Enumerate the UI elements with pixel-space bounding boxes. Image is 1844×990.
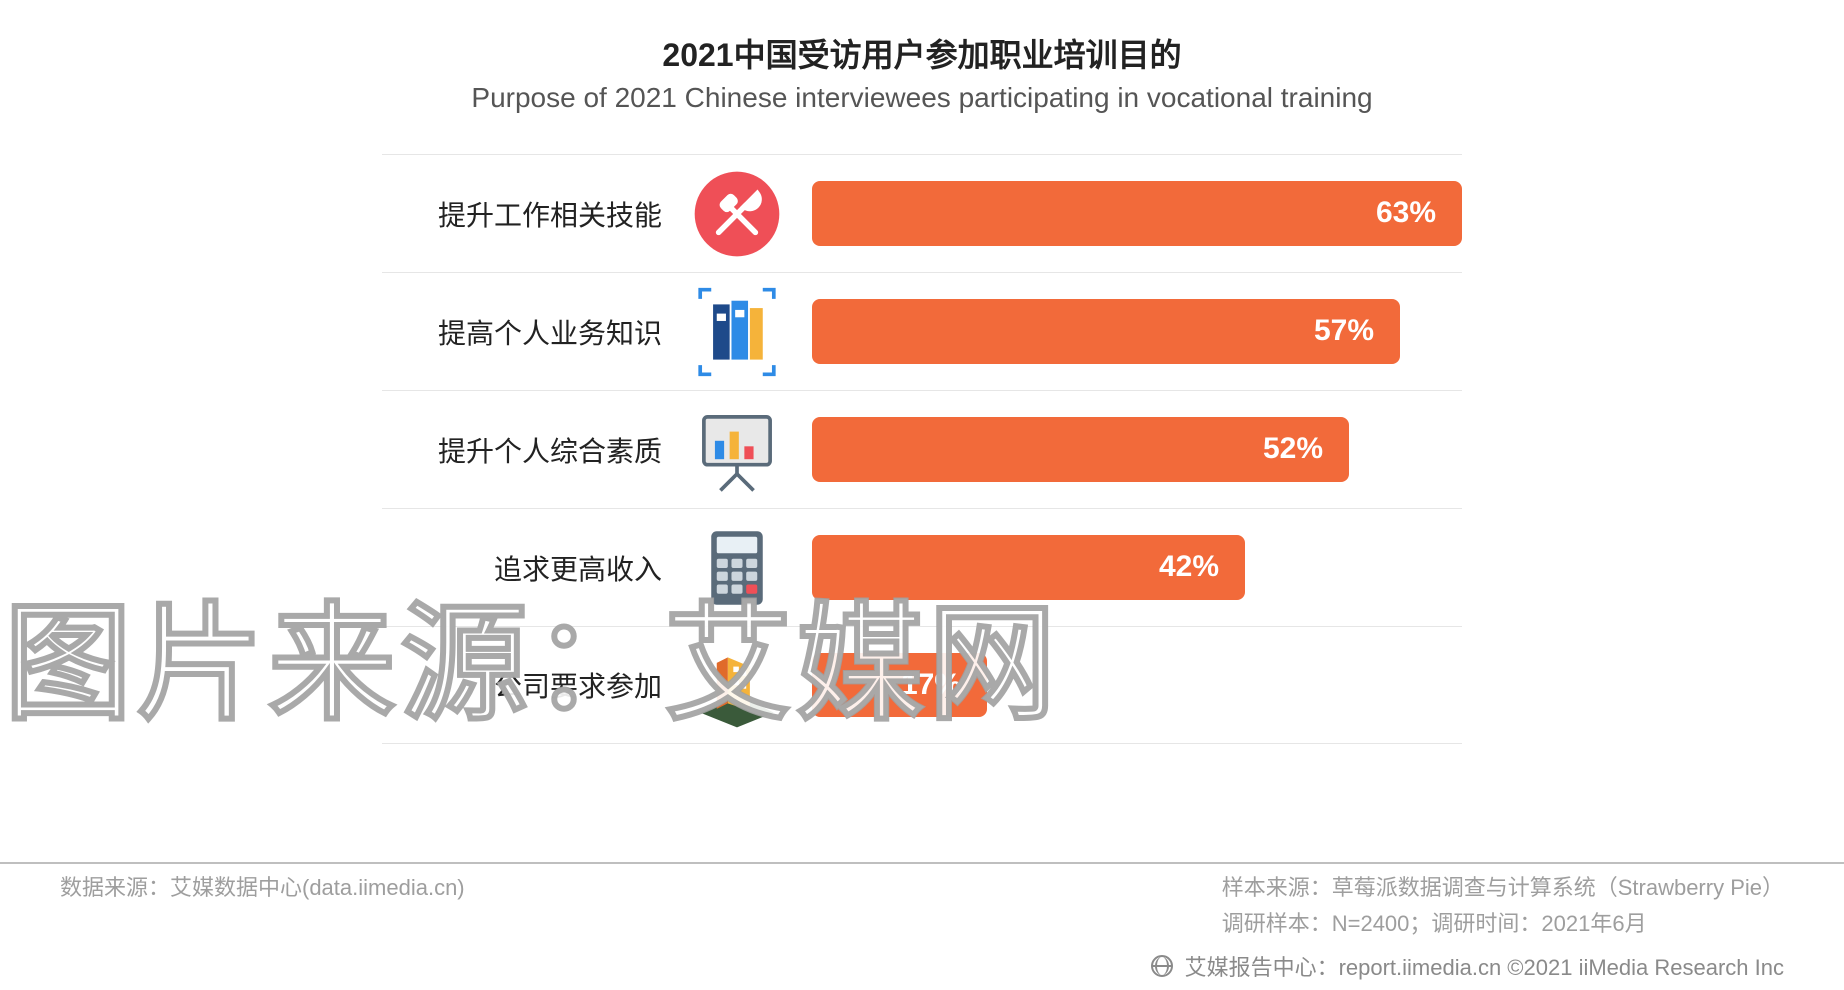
data-source-left: 数据来源：艾媒数据中心(data.iimedia.cn) — [60, 870, 465, 902]
row-label: 追求更高收入 — [382, 548, 682, 588]
chart-row: 提升工作相关技能 63% — [382, 154, 1462, 272]
bar-track: 63% — [792, 155, 1462, 272]
books-icon — [682, 273, 792, 390]
chart-row: 提升个人综合素质 52% — [382, 390, 1462, 508]
chart-row: 公司要求参加 17% — [382, 626, 1462, 744]
bar: 57% — [812, 299, 1400, 365]
bar: 63% — [812, 181, 1462, 247]
tools-icon — [682, 155, 792, 272]
chart-row: 追求更高收入 42% — [382, 508, 1462, 626]
bar-value: 63% — [1376, 196, 1436, 230]
bar-value: 57% — [1314, 314, 1374, 348]
title-chinese: 2021中国受访用户参加职业培训目的 — [0, 30, 1844, 76]
bar: 52% — [812, 417, 1349, 483]
bar-track: 57% — [792, 273, 1462, 390]
row-label: 提高个人业务知识 — [382, 312, 682, 352]
bar-value: 52% — [1263, 432, 1323, 466]
chart-row: 提高个人业务知识 57% — [382, 272, 1462, 390]
row-label: 提升工作相关技能 — [382, 194, 682, 234]
presentation-icon — [682, 391, 792, 508]
bar-track: 52% — [792, 391, 1462, 508]
bar-value: 42% — [1159, 550, 1219, 584]
footer: 数据来源：艾媒数据中心(data.iimedia.cn) 样本来源：草莓派数据调… — [0, 862, 1844, 942]
row-label: 提升个人综合素质 — [382, 430, 682, 470]
attribution-text: 艾媒报告中心：report.iimedia.cn ©2021 iiMedia R… — [1185, 950, 1784, 982]
globe-icon — [1151, 955, 1173, 977]
building-icon — [682, 627, 792, 743]
data-source-right: 样本来源：草莓派数据调查与计算系统（Strawberry Pie） 调研样本：N… — [1222, 870, 1784, 942]
sample-info: 调研样本：N=2400；调研时间：2021年6月 — [1222, 906, 1784, 938]
bar-chart: 提升工作相关技能 63%提高个人业务知识 57%提升个人综合素质 — [382, 154, 1462, 744]
title-block: 2021中国受访用户参加职业培训目的 Purpose of 2021 Chine… — [0, 30, 1844, 114]
row-label: 公司要求参加 — [382, 665, 682, 705]
sample-source: 样本来源：草莓派数据调查与计算系统（Strawberry Pie） — [1222, 870, 1784, 902]
bar-track: 17% — [792, 627, 1462, 743]
bar: 17% — [812, 653, 987, 718]
infographic-page: 2021中国受访用户参加职业培训目的 Purpose of 2021 Chine… — [0, 0, 1844, 990]
bar-value: 17% — [901, 668, 961, 702]
title-english: Purpose of 2021 Chinese interviewees par… — [0, 82, 1844, 114]
bar: 42% — [812, 535, 1245, 601]
bar-track: 42% — [792, 509, 1462, 626]
calculator-icon — [682, 509, 792, 626]
report-attribution: 艾媒报告中心：report.iimedia.cn ©2021 iiMedia R… — [0, 950, 1844, 982]
